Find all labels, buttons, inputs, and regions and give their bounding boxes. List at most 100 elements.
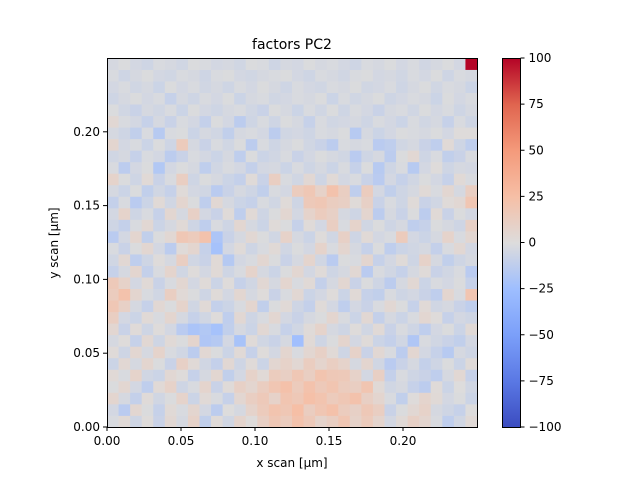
heatmap-cell xyxy=(280,334,293,347)
heatmap-cell xyxy=(361,403,374,416)
heatmap-cell xyxy=(315,265,328,278)
heatmap-cell xyxy=(118,138,131,151)
heatmap-cell xyxy=(349,92,362,105)
heatmap-cell xyxy=(245,403,258,416)
heatmap-cell xyxy=(268,288,281,301)
heatmap-cell xyxy=(222,300,235,313)
heatmap-cell xyxy=(280,58,293,70)
heatmap-cell xyxy=(303,403,316,416)
heatmap-cell xyxy=(303,69,316,82)
heatmap-cell xyxy=(234,265,247,278)
heatmap-cell xyxy=(384,115,397,128)
heatmap-cell xyxy=(315,254,328,266)
heatmap-cell xyxy=(280,415,293,428)
heatmap-cell xyxy=(361,277,374,290)
heatmap-cell xyxy=(303,346,316,359)
heatmap-cell xyxy=(349,161,362,174)
heatmap-cell xyxy=(315,288,328,301)
heatmap-cell xyxy=(118,346,131,359)
heatmap-cell xyxy=(176,380,189,393)
heatmap-cell xyxy=(187,81,200,93)
heatmap-cell xyxy=(234,311,247,324)
heatmap-cell xyxy=(245,277,258,290)
heatmap-cell xyxy=(338,115,351,128)
heatmap-cell xyxy=(419,254,432,266)
heatmap-cell xyxy=(315,392,328,405)
heatmap-cell xyxy=(396,58,409,70)
heatmap-cell xyxy=(153,415,166,428)
y-tick-label: 0.10 xyxy=(73,272,100,286)
heatmap-cell xyxy=(303,81,316,93)
heatmap-cell xyxy=(372,161,385,174)
heatmap-cell xyxy=(442,150,455,163)
heatmap-cell xyxy=(164,150,177,163)
heatmap-cell xyxy=(453,184,466,197)
heatmap-cell xyxy=(164,392,177,405)
heatmap-cell xyxy=(338,265,351,278)
heatmap-cell xyxy=(280,161,293,174)
heatmap-cell xyxy=(153,104,166,117)
heatmap-cell xyxy=(118,69,131,82)
heatmap-cell xyxy=(465,288,478,301)
heatmap-cell xyxy=(268,357,281,370)
heatmap-cell xyxy=(465,277,478,290)
heatmap-cell xyxy=(407,219,420,232)
heatmap-cell xyxy=(211,184,224,197)
heatmap-cell xyxy=(326,369,339,382)
heatmap-cell xyxy=(338,254,351,266)
heatmap-cell xyxy=(141,92,154,105)
heatmap-cell xyxy=(442,242,455,255)
heatmap-cell xyxy=(234,184,247,197)
heatmap-cell xyxy=(268,415,281,428)
heatmap-cell xyxy=(107,196,119,209)
heatmap-cell xyxy=(349,242,362,255)
heatmap-cell xyxy=(257,357,270,370)
heatmap-cell xyxy=(118,300,131,313)
heatmap-cell xyxy=(280,346,293,359)
heatmap-cell xyxy=(349,81,362,93)
heatmap-cell xyxy=(442,392,455,405)
heatmap-cell xyxy=(338,392,351,405)
heatmap-cell xyxy=(349,300,362,313)
heatmap-cell xyxy=(315,69,328,82)
heatmap-cell xyxy=(187,334,200,347)
heatmap-cell xyxy=(326,138,339,151)
heatmap-cell xyxy=(187,230,200,243)
heatmap-cell xyxy=(234,300,247,313)
heatmap-cell xyxy=(245,415,258,428)
heatmap-cell xyxy=(280,288,293,301)
heatmap-cell xyxy=(164,415,177,428)
heatmap-cell xyxy=(187,138,200,151)
heatmap-cell xyxy=(268,265,281,278)
heatmap-cell xyxy=(303,415,316,428)
heatmap-cell xyxy=(292,242,304,255)
heatmap-cell xyxy=(430,161,443,174)
heatmap-cell xyxy=(199,115,212,128)
heatmap-cell xyxy=(465,150,478,163)
heatmap-cell xyxy=(164,242,177,255)
heatmap-cell xyxy=(315,380,328,393)
heatmap-cell xyxy=(407,127,420,140)
heatmap-cell xyxy=(176,415,189,428)
heatmap-cell xyxy=(361,138,374,151)
heatmap-cell xyxy=(292,415,304,428)
heatmap-cell xyxy=(245,323,258,336)
heatmap-cell xyxy=(199,150,212,163)
heatmap-cell xyxy=(118,207,131,220)
heatmap-cell xyxy=(141,277,154,290)
heatmap-cell xyxy=(245,173,258,186)
heatmap-cell xyxy=(280,311,293,324)
heatmap-cell xyxy=(222,392,235,405)
heatmap-cell xyxy=(338,277,351,290)
heatmap-cell xyxy=(176,115,189,128)
heatmap-cell xyxy=(407,150,420,163)
heatmap-cell xyxy=(164,254,177,266)
heatmap-cell xyxy=(211,415,224,428)
heatmap-cell xyxy=(384,104,397,117)
heatmap-cell xyxy=(407,69,420,82)
heatmap-cell xyxy=(141,311,154,324)
heatmap-cell xyxy=(130,184,143,197)
heatmap-cell xyxy=(141,346,154,359)
heatmap-cell xyxy=(303,323,316,336)
heatmap-cell xyxy=(164,69,177,82)
